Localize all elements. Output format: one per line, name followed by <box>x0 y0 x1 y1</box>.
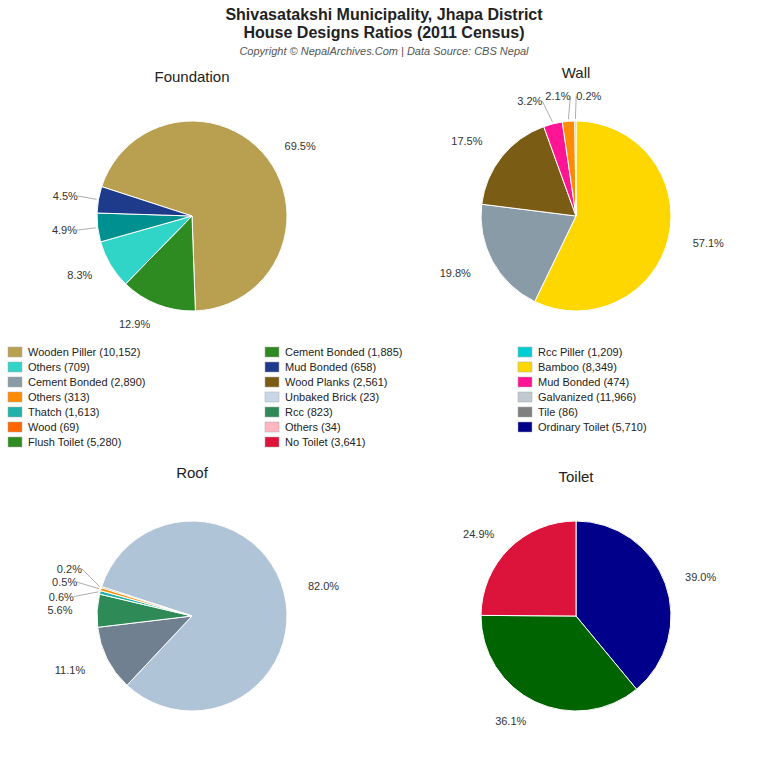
data-label: 5.6% <box>47 604 72 616</box>
data-labels: 57.1% 19.8% 17.5% 3.2%2.1% 0.2% <box>440 90 724 279</box>
slice <box>544 122 576 216</box>
data-label: 0.2% <box>57 563 82 575</box>
legend-swatch <box>265 362 279 372</box>
pie-title: Toilet <box>558 468 594 485</box>
legend-swatch <box>518 362 532 372</box>
legend-swatch <box>8 347 22 357</box>
data-labels: 39.0% 36.1% 24.9% <box>463 528 716 727</box>
leader-line <box>78 196 97 199</box>
chart: Shivasatakshi Municipality, Jhapa Distri… <box>0 0 768 768</box>
data-label: 69.5% <box>285 140 316 152</box>
slice <box>97 594 192 627</box>
legend-swatch <box>518 377 532 387</box>
title: House Designs Ratios (2011 Census) <box>244 24 525 41</box>
pie: Toilet 39.0% 36.1% 24.9% <box>463 468 716 727</box>
legend-entry: Wood Planks (2,561) <box>285 376 388 388</box>
title: Shivasatakshi Municipality, Jhapa Distri… <box>225 6 543 23</box>
data-label: 12.9% <box>119 318 150 330</box>
legend-swatch <box>265 407 279 417</box>
data-label: 4.5% <box>53 190 78 202</box>
legend-swatch <box>265 347 279 357</box>
data-label: 36.1% <box>495 715 526 727</box>
legend-swatch <box>8 407 22 417</box>
data-label: 2.1% <box>545 90 570 102</box>
slice <box>481 204 576 301</box>
legend-entry: Others (709) <box>28 361 90 373</box>
slice <box>97 187 192 216</box>
legend-swatch <box>518 347 532 357</box>
legend-entry: Others (313) <box>28 391 90 403</box>
pie: Wall 57.1% 19.8% 17.5% 3.2%2.1% 0.2% <box>440 64 724 311</box>
legend-swatch <box>8 362 22 372</box>
slice <box>481 521 576 616</box>
data-label: 24.9% <box>463 528 494 540</box>
legend-swatch <box>518 422 532 432</box>
slice <box>562 121 576 216</box>
data-label: 0.2% <box>576 90 601 102</box>
data-label: 17.5% <box>451 135 482 147</box>
legend-entry: Cement Bonded (1,885) <box>285 346 402 358</box>
subtitle: Copyright © NepalArchives.Com | Data Sou… <box>239 45 529 57</box>
legend-entry: Others (34) <box>285 421 341 433</box>
legend-entry: Unbaked Brick (23) <box>285 391 379 403</box>
data-label: 57.1% <box>693 237 724 249</box>
legend-entry: Mud Bonded (474) <box>538 376 629 388</box>
leader-line <box>77 228 96 230</box>
leader-line <box>82 569 100 587</box>
data-label: 11.1% <box>55 664 86 676</box>
legend-entry: Wooden Piller (10,152) <box>28 346 140 358</box>
data-label: 0.6% <box>49 591 74 603</box>
legend-swatch <box>518 392 532 402</box>
leader-lines <box>77 196 97 230</box>
pie-title: Wall <box>562 64 591 81</box>
legend-entry: Ordinary Toilet (5,710) <box>538 421 647 433</box>
legend: Wooden Piller (10,152) Others (709) Cement… <box>8 346 647 448</box>
legend-entry: Thatch (1,613) <box>28 406 100 418</box>
pie: Roof 82.0% 11.1% 5.6%0.6% 0.5%0.2% <box>47 464 339 711</box>
data-label: 19.8% <box>440 267 471 279</box>
pie-title: Roof <box>176 464 209 481</box>
pie: Foundation 69.5% 12.9% 8.3% 4.9% 4.5% <box>52 68 316 330</box>
slice <box>97 213 192 242</box>
slices <box>97 521 287 711</box>
legend-swatch <box>265 392 279 402</box>
data-label: 39.0% <box>685 571 716 583</box>
legend-entry: Bamboo (8,349) <box>538 361 617 373</box>
legend-swatch <box>8 422 22 432</box>
legend-swatch <box>8 437 22 447</box>
legend-entry: Flush Toilet (5,280) <box>28 436 121 448</box>
slice <box>575 121 576 216</box>
pie-title: Foundation <box>154 68 229 85</box>
slice <box>481 615 637 711</box>
legend-entry: Tile (86) <box>538 406 578 418</box>
leader-line <box>74 592 98 597</box>
legend-swatch <box>518 407 532 417</box>
data-label: 0.5% <box>52 576 77 588</box>
legend-entry: Cement Bonded (2,890) <box>28 376 145 388</box>
legend-entry: Galvanized (11,966) <box>538 391 636 403</box>
legend-swatch <box>265 422 279 432</box>
legend-swatch <box>8 377 22 387</box>
slices <box>481 521 671 711</box>
legend-swatch <box>265 437 279 447</box>
legend-entry: Rcc (823) <box>285 406 333 418</box>
legend-entry: Mud Bonded (658) <box>285 361 376 373</box>
leader-line <box>542 101 552 122</box>
data-label: 3.2% <box>517 95 542 107</box>
legend-entry: Rcc Piller (1,209) <box>538 346 622 358</box>
legend-entry: Wood (69) <box>28 421 79 433</box>
slice <box>98 616 192 685</box>
data-label: 4.9% <box>52 224 77 236</box>
data-label: 8.3% <box>67 269 92 281</box>
slice <box>101 587 192 616</box>
data-labels: 82.0% 11.1% 5.6%0.6% 0.5%0.2% <box>47 563 339 676</box>
slices <box>97 121 287 311</box>
legend-entry: No Toilet (3,641) <box>285 436 366 448</box>
data-labels: 69.5% 12.9% 8.3% 4.9% 4.5% <box>52 140 316 330</box>
legend-swatch <box>265 377 279 387</box>
data-label: 82.0% <box>308 580 339 592</box>
legend-swatch <box>8 392 22 402</box>
slices <box>481 121 671 311</box>
